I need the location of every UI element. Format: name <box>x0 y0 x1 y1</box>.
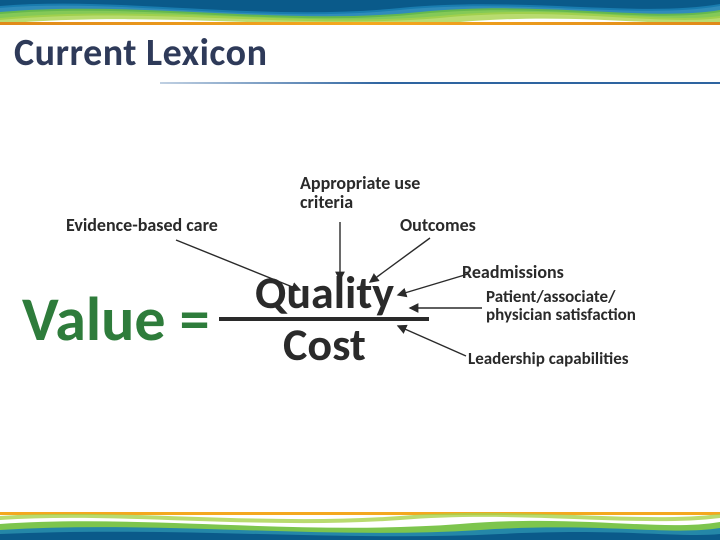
top-decorative-band <box>0 0 720 30</box>
value-equation: Value = Quality Cost <box>22 270 429 368</box>
equation-numerator: Quality <box>255 270 394 316</box>
diagram-area: Evidence-based care Appropriate use crit… <box>0 130 720 490</box>
slide-title: Current Lexicon <box>14 30 267 76</box>
bottom-decorative-band <box>0 506 720 540</box>
equation-denominator: Cost <box>283 322 366 368</box>
equation-equals: = <box>180 283 210 356</box>
top-orange-rule <box>0 22 720 25</box>
equation-fraction: Quality Cost <box>219 270 429 368</box>
equation-lhs: Value <box>22 281 166 357</box>
title-underline <box>160 82 720 84</box>
